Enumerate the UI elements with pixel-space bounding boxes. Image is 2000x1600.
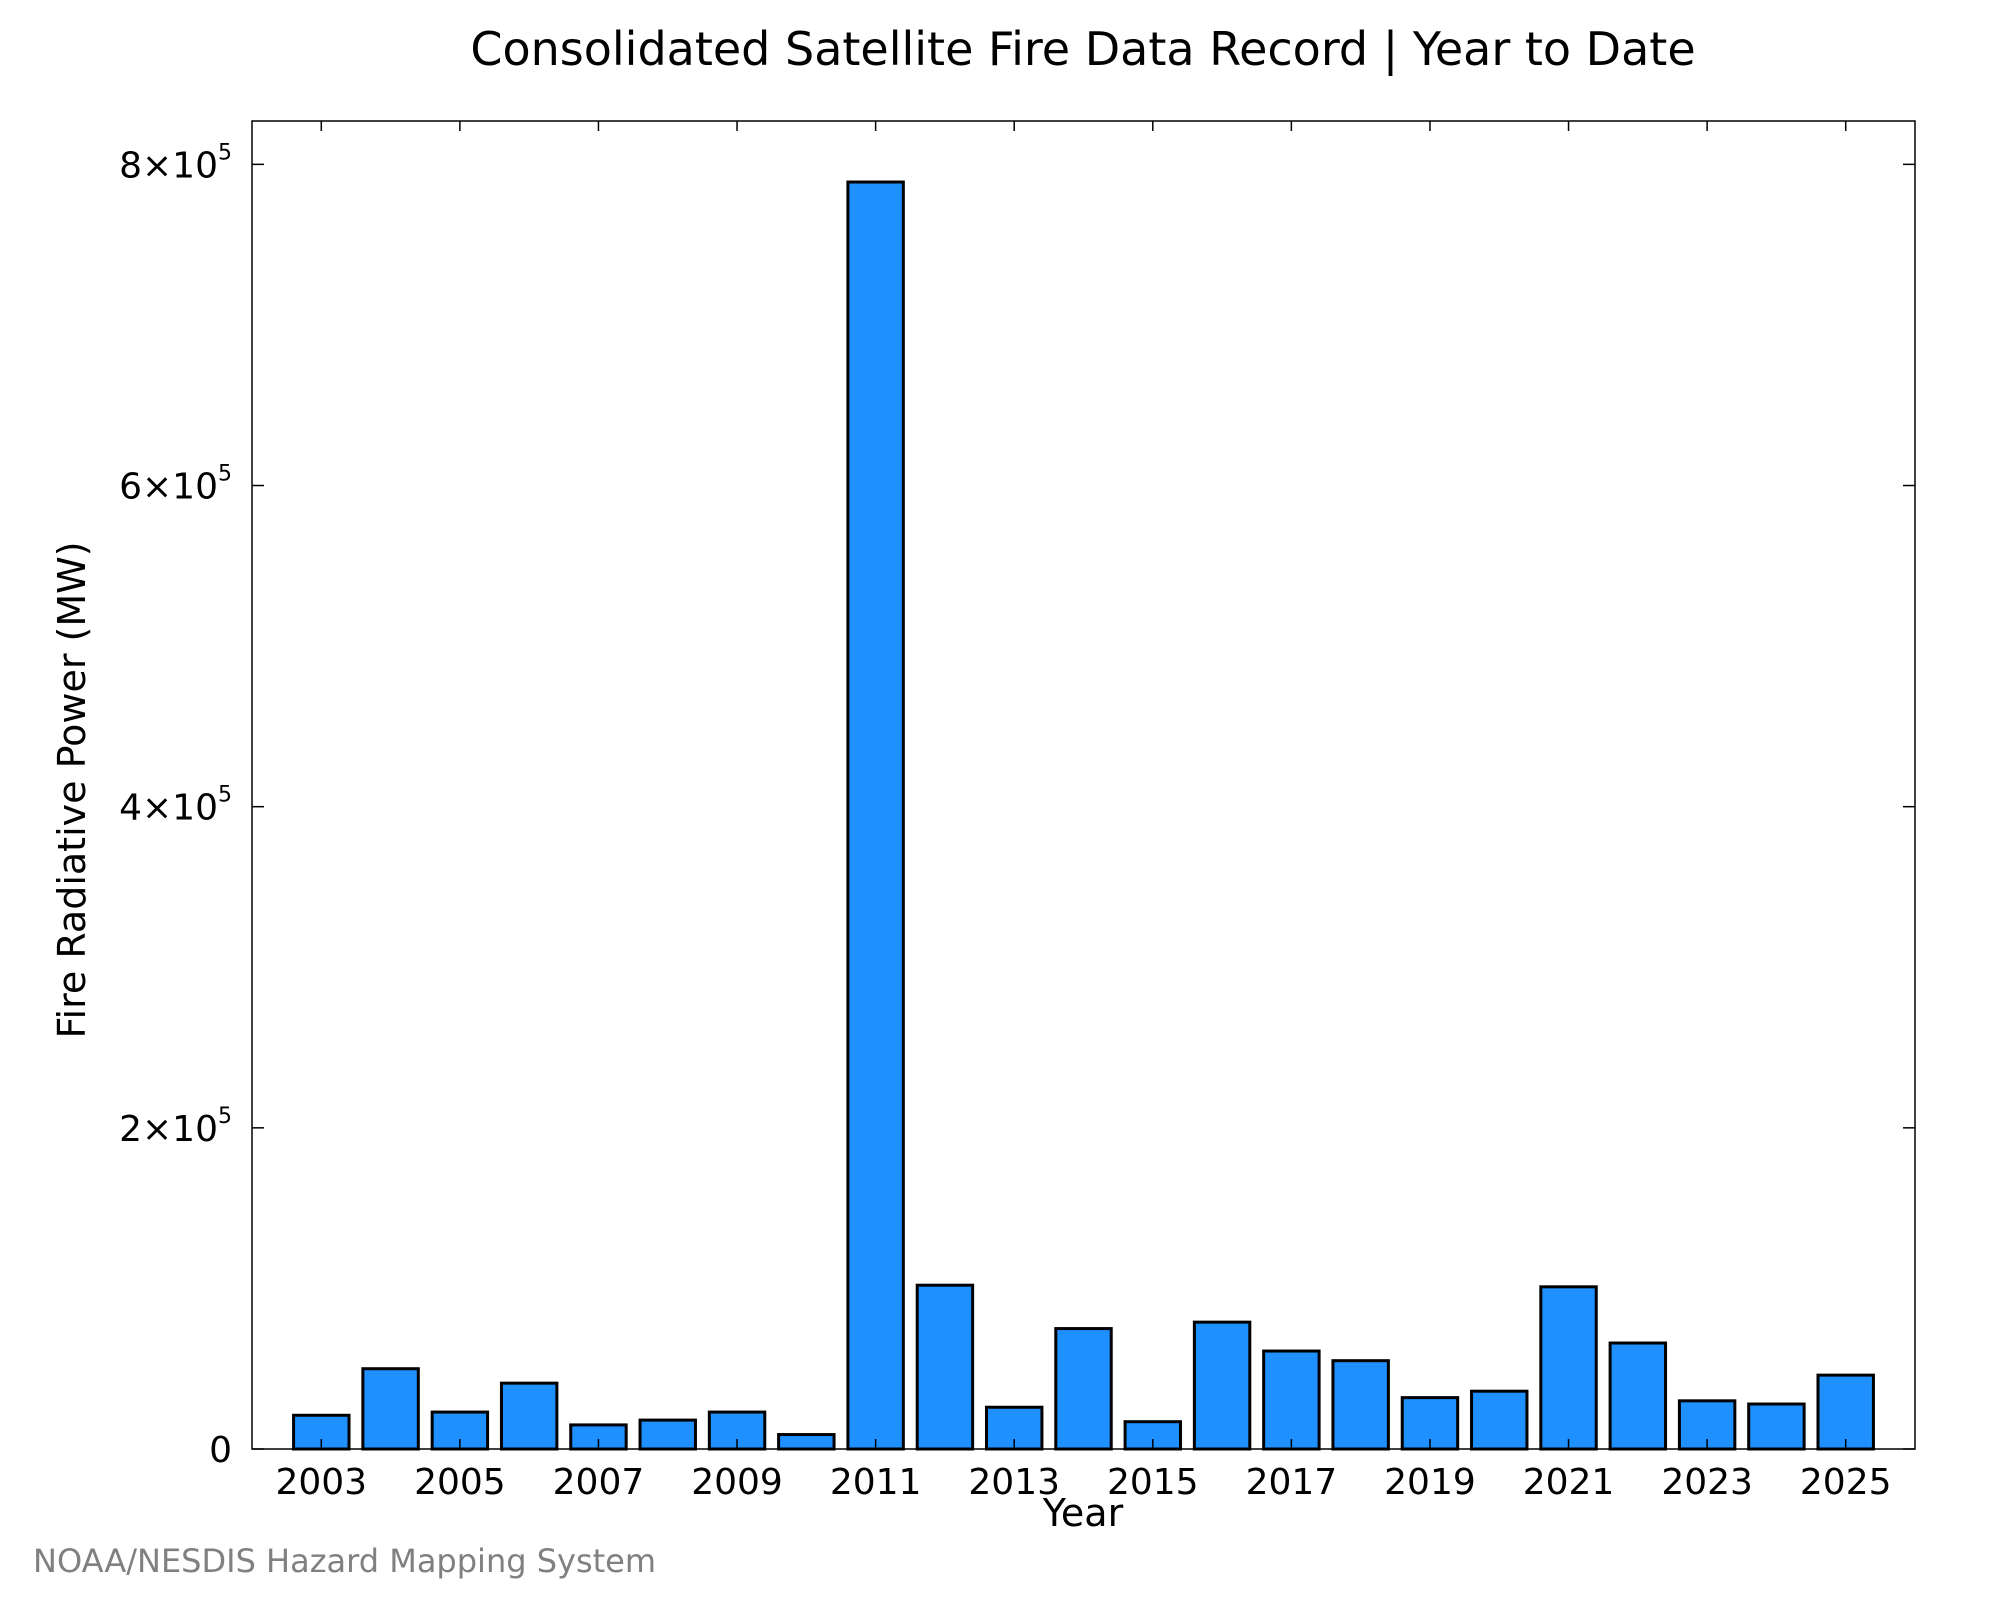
bar-2014 bbox=[1054, 1327, 1113, 1451]
x-tick-label: 2005 bbox=[414, 1462, 506, 1503]
y-tick-label: 8×105 bbox=[119, 140, 232, 186]
y-axis-ticks: 0 2×105 4×105 6×105 8×105 bbox=[119, 140, 1915, 1471]
y-tick-label: 4×105 bbox=[119, 783, 232, 829]
source-credit: NOAA/NESDIS Hazard Mapping System bbox=[33, 1542, 656, 1580]
bar-2010 bbox=[777, 1433, 836, 1451]
y-tick-label: 2×105 bbox=[119, 1104, 232, 1150]
bar-2021 bbox=[1539, 1285, 1598, 1451]
x-tick-label: 2009 bbox=[691, 1462, 783, 1503]
bar-2006 bbox=[499, 1381, 559, 1451]
x-tick-label: 2017 bbox=[1246, 1462, 1338, 1503]
x-tick-label: 2003 bbox=[275, 1462, 367, 1503]
x-axis-label: Year bbox=[1042, 1491, 1124, 1535]
x-tick-label: 2021 bbox=[1523, 1462, 1615, 1503]
x-tick-label: 2011 bbox=[830, 1462, 922, 1503]
x-tick-label: 2015 bbox=[1107, 1462, 1199, 1503]
bar-2017 bbox=[1262, 1349, 1321, 1451]
y-tick-label: 0 bbox=[209, 1430, 232, 1471]
y-tick-label: 6×105 bbox=[119, 462, 232, 508]
bars bbox=[292, 180, 1875, 1451]
x-tick-label: 2023 bbox=[1661, 1462, 1753, 1503]
x-tick-label: 2013 bbox=[968, 1462, 1060, 1503]
bar-2008 bbox=[638, 1418, 697, 1451]
bar-2011 bbox=[846, 180, 905, 1451]
chart-title: Consolidated Satellite Fire Data Record … bbox=[470, 22, 1695, 77]
plot-frame bbox=[251, 120, 1916, 1450]
bar-2018 bbox=[1331, 1359, 1390, 1451]
bar-2025 bbox=[1816, 1373, 1875, 1451]
bar-2012 bbox=[915, 1283, 975, 1451]
bar-2016 bbox=[1192, 1320, 1252, 1451]
x-axis-ticks: 2003 2005 2007 2009 2011 2013 2015 2017 2019 2021… bbox=[275, 121, 1892, 1503]
bar-2004 bbox=[361, 1367, 420, 1451]
bar-2020 bbox=[1470, 1389, 1529, 1451]
bar-2024 bbox=[1747, 1402, 1806, 1451]
x-tick-label: 2025 bbox=[1800, 1462, 1892, 1503]
x-tick-label: 2019 bbox=[1384, 1462, 1476, 1503]
x-tick-label: 2007 bbox=[553, 1462, 645, 1503]
bar-2022 bbox=[1608, 1341, 1668, 1451]
y-axis-label: Fire Radiative Power (MW) bbox=[50, 541, 94, 1038]
